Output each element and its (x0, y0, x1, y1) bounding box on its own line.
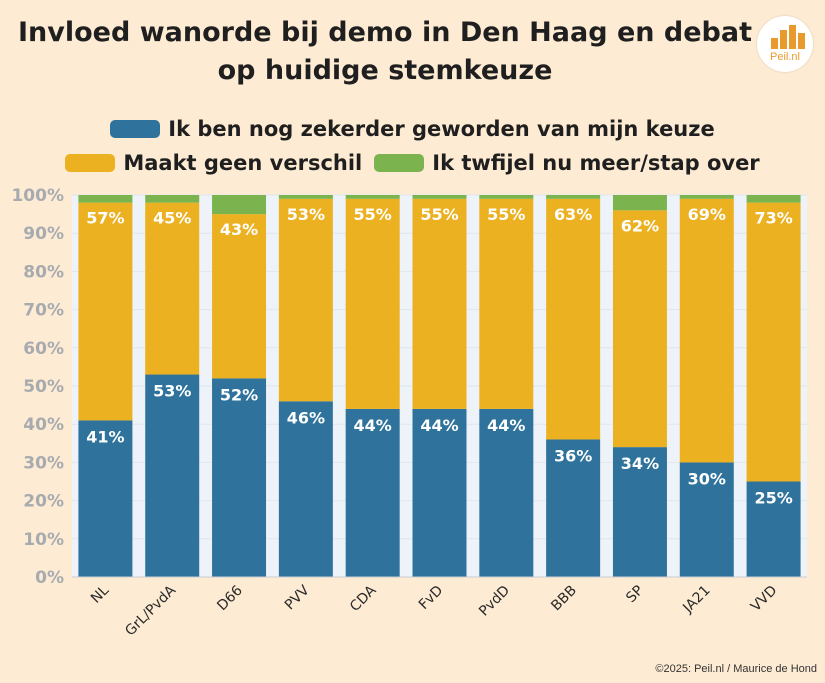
peil-logo: Peil.nl (757, 16, 813, 72)
legend-swatch-series2 (65, 154, 116, 172)
legend-label-series1: Ik ben nog zekerder geworden van mijn ke… (168, 117, 715, 141)
bar-segment (145, 374, 200, 577)
data-label: 36% (554, 446, 592, 465)
bar-segment (278, 401, 333, 577)
data-label: 46% (287, 408, 325, 427)
bar-segment (479, 408, 534, 577)
bar-segment (212, 195, 267, 215)
data-label: 55% (354, 205, 392, 224)
data-label: 53% (287, 205, 325, 224)
data-label: 45% (153, 209, 191, 228)
bar-segment (746, 481, 801, 577)
bar-segment (612, 447, 667, 577)
legend-item-series3: Ik twfijel nu meer/stap over (374, 151, 760, 175)
bar-segment (212, 378, 267, 577)
bar-segment (546, 195, 601, 199)
credit: ©2025: Peil.nl / Maurice de Hond (655, 663, 817, 675)
y-tick-label: 100% (11, 186, 64, 206)
x-tick-label: SP (623, 583, 647, 607)
bar-segment (78, 202, 133, 421)
data-label: 43% (220, 220, 258, 239)
x-tick-label: FvD (416, 583, 446, 613)
bar-segment (412, 195, 467, 199)
bar-segment (479, 198, 534, 409)
bar-segment (145, 195, 200, 203)
y-tick-label: 30% (23, 453, 64, 473)
data-label: 52% (220, 385, 258, 404)
legend-item-series1: Ik ben nog zekerder geworden van mijn ke… (110, 117, 715, 141)
x-tick-label: BBB (548, 583, 580, 615)
y-tick-label: 80% (23, 262, 64, 282)
x-tick-label: GrL/PvdA (122, 582, 179, 639)
x-tick-label: VVD (748, 583, 780, 615)
y-tick-label: 0% (35, 568, 64, 588)
data-label: 44% (354, 416, 392, 435)
x-tick-label: PvdD (476, 583, 513, 620)
bar-segment (145, 202, 200, 375)
data-label: 62% (621, 216, 659, 235)
chart-title: Invloed wanorde bij demo in Den Haag en … (18, 17, 752, 86)
x-tick-label: CDA (347, 582, 380, 615)
bar-segment (212, 214, 267, 379)
bar-segment (78, 195, 133, 203)
y-tick-label: 90% (23, 224, 64, 244)
bar-segment (546, 198, 601, 440)
logo-text: Peil.nl (770, 51, 800, 63)
bar-segment (345, 195, 400, 199)
y-tick-label: 50% (23, 377, 64, 397)
data-label: 25% (754, 489, 792, 508)
bar-segment (746, 202, 801, 482)
legend-swatch-series1 (110, 120, 161, 138)
bar-segment (612, 195, 667, 211)
y-tick-label: 70% (23, 301, 64, 321)
bar-segment (679, 195, 734, 199)
bar-segment (412, 198, 467, 409)
bar-segment (746, 195, 801, 203)
bar-segment (612, 210, 667, 448)
x-tick-label: D66 (214, 582, 246, 614)
data-label: 44% (487, 416, 525, 435)
data-label: 69% (688, 205, 726, 224)
y-tick-label: 40% (23, 415, 64, 435)
data-label: 34% (621, 454, 659, 473)
bar-segment (278, 195, 333, 199)
data-label: 55% (487, 205, 525, 224)
data-label: 57% (86, 209, 124, 228)
data-label: 73% (754, 209, 792, 228)
bar-segment (679, 462, 734, 577)
y-tick-label: 20% (23, 492, 64, 512)
legend-label-series3: Ik twfijel nu meer/stap over (432, 151, 760, 175)
data-label: 63% (554, 205, 592, 224)
x-tick-label: PVV (282, 582, 313, 613)
data-label: 55% (420, 205, 458, 224)
bar-segment (479, 195, 534, 199)
legend-label-series2: Maakt geen verschil (123, 151, 363, 175)
bar-segment (412, 408, 467, 577)
bar-segment (278, 198, 333, 402)
data-label: 53% (153, 382, 191, 401)
bar-segment (345, 408, 400, 577)
legend-item-series2: Maakt geen verschil (65, 151, 362, 175)
bar-segment (679, 198, 734, 463)
bar-segment (546, 439, 601, 577)
bar-chart-logo-icon (771, 25, 805, 49)
bar-segment (345, 198, 400, 409)
y-tick-label: 10% (23, 530, 64, 550)
data-label: 41% (86, 427, 124, 446)
bar-segment (78, 420, 133, 577)
legend-swatch-series3 (374, 154, 425, 172)
data-label: 30% (688, 469, 726, 488)
data-label: 44% (420, 416, 458, 435)
y-tick-label: 60% (23, 339, 64, 359)
legend: Ik ben nog zekerder geworden van mijn ke… (0, 112, 825, 180)
x-tick-label: JA21 (679, 583, 713, 617)
x-tick-label: NL (88, 582, 112, 606)
